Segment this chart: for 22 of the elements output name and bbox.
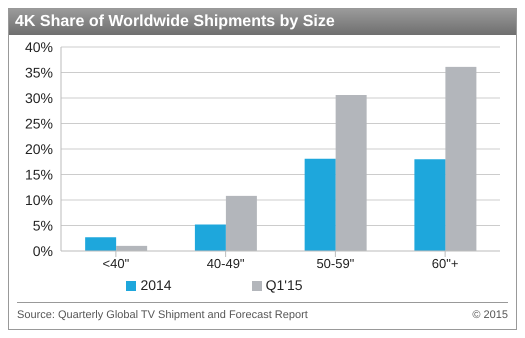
y-tick-label: 0% [32,242,53,259]
y-tick-label: 30% [24,90,53,106]
y-tick-label: 10% [24,192,53,208]
y-tick-label: 25% [24,115,53,132]
x-tick-label: 60"+ [432,256,458,272]
legend-label: 2014 [140,277,172,293]
bar [85,237,116,251]
x-tick-label: 40-49" [206,256,245,272]
bar [414,159,446,251]
legend-label: Q1'15 [266,277,303,293]
text: © 2015 [472,309,508,321]
y-tick-label: 15% [24,166,53,182]
bar [304,158,336,251]
bar [194,224,226,251]
x-tick-label: <40" [102,256,130,272]
chart-title: 4K Share of Worldwide Shipments by Size [9,9,516,35]
y-tick-label: 20% [24,140,53,157]
y-tick-label: 5% [32,217,53,234]
source-note: Source: Quarterly Global TV Shipment and Forecast Report [17,309,308,321]
y-tick-label: 35% [24,64,53,80]
x-tick-label: 50-59" [316,256,355,272]
y-tick-label: 40% [24,38,53,55]
